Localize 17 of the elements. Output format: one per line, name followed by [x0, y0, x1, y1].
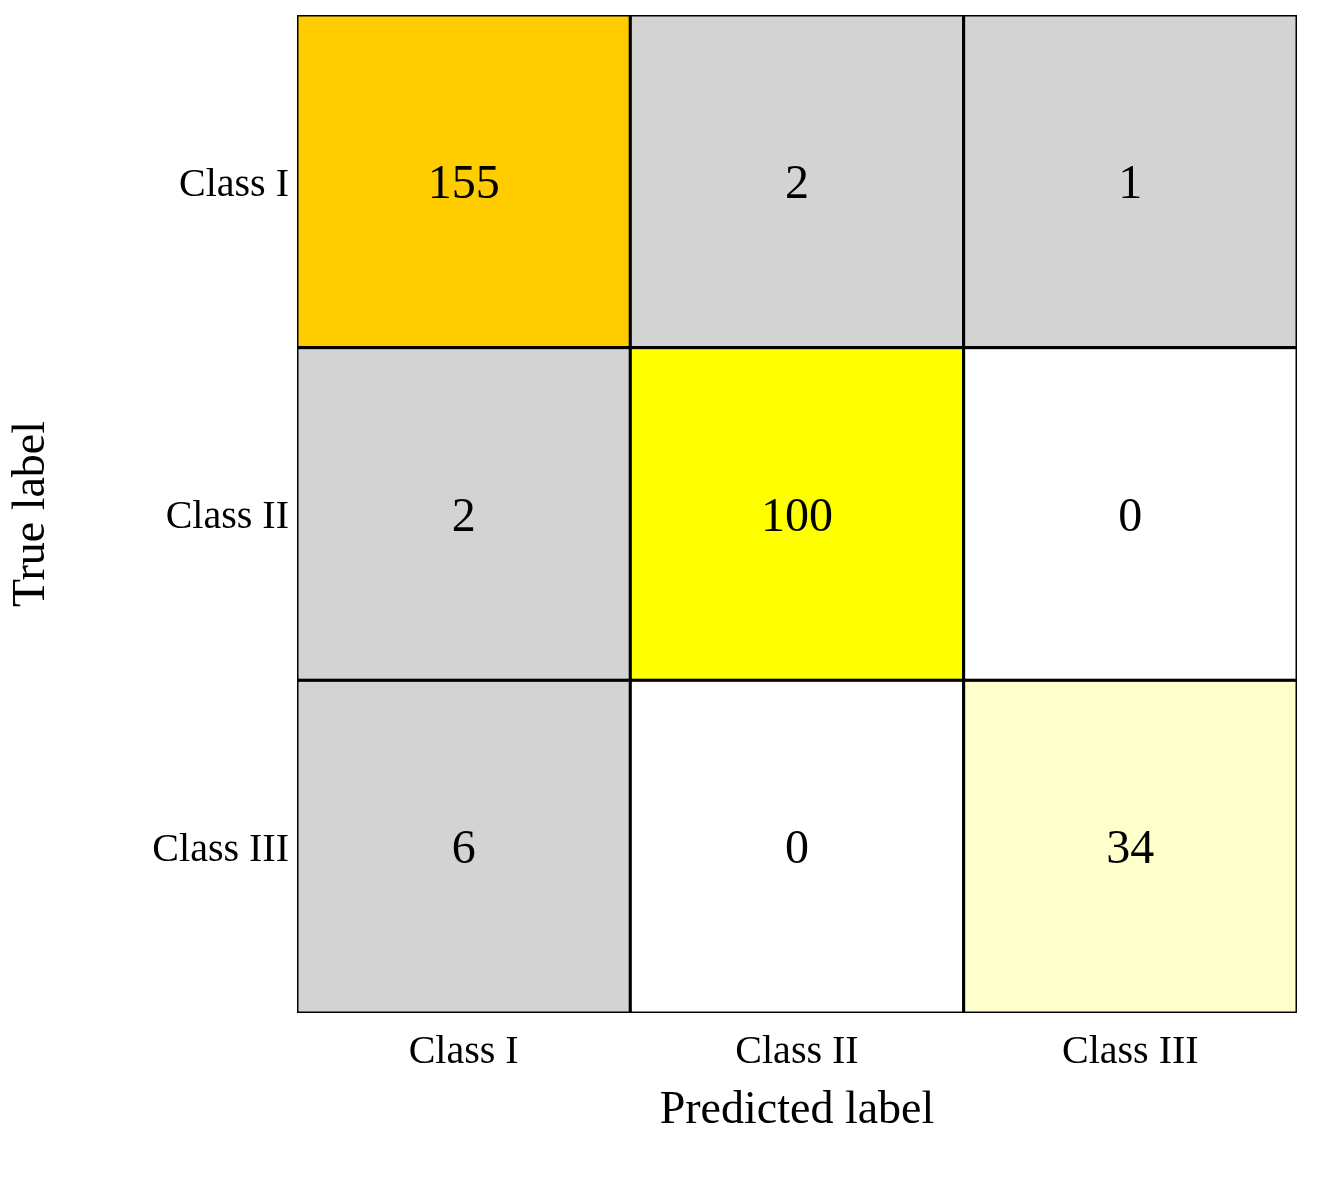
x-axis-title: Predicted label: [659, 1082, 935, 1133]
data-label: 2: [785, 154, 809, 208]
data-label: 0: [1118, 487, 1143, 541]
data-label: 155: [427, 154, 500, 208]
data-label: 34: [1106, 820, 1155, 874]
y-tick-label: Class I: [179, 159, 289, 205]
data-label: 6: [451, 820, 476, 874]
data-label: 2: [451, 487, 476, 541]
data-label: 100: [761, 487, 833, 541]
x-tick-label: Class III: [1062, 1027, 1199, 1073]
x-tick-label: Class I: [408, 1027, 519, 1073]
data-label: 0: [785, 820, 809, 874]
y-tick-label: Class III: [152, 824, 289, 870]
y-axis-title: True label: [3, 420, 55, 608]
data-label: 1: [1118, 154, 1143, 208]
x-tick-label: Class II: [735, 1027, 859, 1073]
y-tick-label: Class II: [165, 492, 289, 538]
